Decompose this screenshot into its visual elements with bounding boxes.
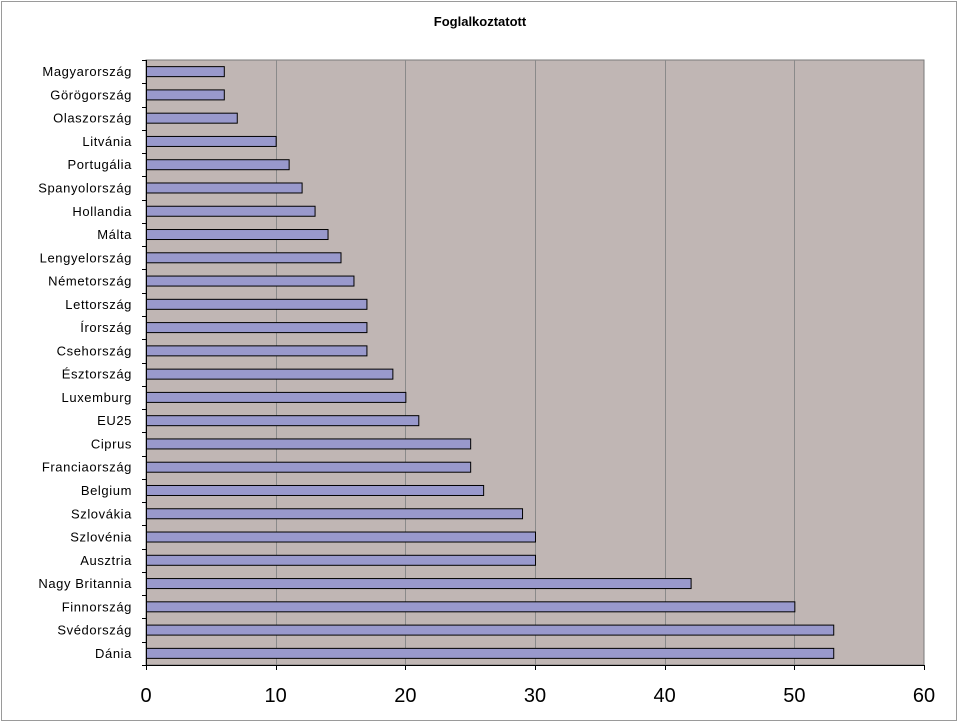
- category-label: Spanyolország: [38, 180, 132, 195]
- bar-16: [146, 438, 472, 450]
- bar-5: [146, 182, 303, 194]
- x-tick-label: 20: [394, 685, 416, 707]
- bar-23: [146, 601, 796, 613]
- bar-13: [146, 368, 394, 380]
- category-label: Németország: [48, 274, 132, 289]
- bar-12: [146, 345, 368, 357]
- category-label: Hollandia: [72, 204, 132, 219]
- category-label: Írország: [80, 320, 132, 335]
- category-label: Dánia: [95, 646, 132, 661]
- category-label: Svédország: [57, 623, 132, 638]
- bar-7: [146, 229, 329, 241]
- x-tick-labels: 0 10 20 30 40 50 60: [140, 685, 935, 707]
- bar-20: [146, 531, 536, 543]
- bar-8: [146, 252, 342, 264]
- category-label: EU25: [97, 413, 132, 428]
- category-label: Ausztria: [80, 553, 132, 568]
- bar-17: [146, 461, 472, 473]
- bar-10: [146, 298, 368, 310]
- bar-24: [146, 624, 835, 636]
- bar-22: [146, 578, 692, 590]
- category-labels: Magyarország Görögország Olaszország Litván…: [38, 64, 132, 661]
- bar-15: [146, 415, 420, 427]
- bar-2: [146, 112, 238, 124]
- bar-3: [146, 135, 277, 147]
- category-label: Magyarország: [42, 64, 132, 79]
- x-tick-label: 50: [783, 685, 805, 707]
- bar-6: [146, 205, 316, 217]
- category-label: Franciaország: [42, 460, 132, 475]
- bar-25: [146, 647, 835, 659]
- category-label: Belgium: [81, 483, 132, 498]
- category-label: Nagy Britannia: [38, 576, 132, 591]
- x-tick-label: 10: [265, 685, 287, 707]
- x-tick-label: 60: [913, 685, 935, 707]
- category-label: Ciprus: [91, 436, 132, 451]
- x-tick-label: 0: [140, 685, 151, 707]
- category-label: Olaszország: [53, 111, 132, 126]
- bar-21: [146, 554, 536, 566]
- axes: [142, 60, 925, 670]
- bar-19: [146, 508, 524, 520]
- bar-11: [146, 322, 368, 334]
- category-label: Finnország: [62, 599, 132, 614]
- bar-9: [146, 275, 355, 287]
- bar-0: [146, 66, 225, 78]
- category-label: Portugália: [67, 157, 132, 172]
- category-label: Lengyelország: [40, 250, 132, 265]
- bar-14: [146, 391, 407, 403]
- x-tick-label: 40: [654, 685, 676, 707]
- category-label: Luxemburg: [62, 390, 132, 405]
- category-label: Lettország: [65, 297, 132, 312]
- x-tick-label: 30: [524, 685, 546, 707]
- bar-1: [146, 89, 225, 101]
- category-label: Litvánia: [82, 134, 132, 149]
- category-label: Csehország: [57, 343, 132, 358]
- category-label: Szlovénia: [70, 530, 132, 545]
- bar-4: [146, 159, 290, 171]
- category-label: Görögország: [50, 87, 132, 102]
- category-label: Szlovákia: [71, 506, 132, 521]
- category-label: Málta: [97, 227, 132, 242]
- category-label: Észtország: [62, 367, 132, 382]
- chart-title: Foglalkoztatott: [433, 14, 527, 29]
- bar-18: [146, 484, 485, 496]
